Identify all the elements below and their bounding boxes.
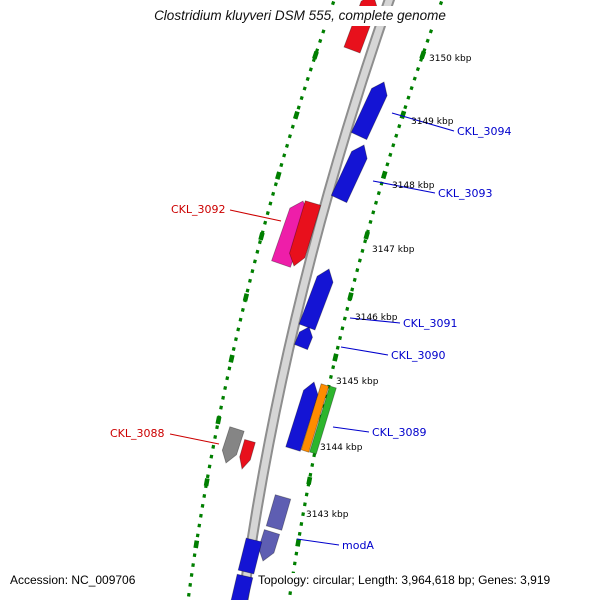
gene-label-CKL_3094[interactable]: CKL_3094 <box>457 125 512 138</box>
leader-line-CKL_3088 <box>169 433 220 445</box>
backbone-track <box>239 0 393 600</box>
leader-line-CKL_3089 <box>332 426 370 433</box>
gene-label-modA[interactable]: modA <box>342 539 374 552</box>
accession-text: Accession: NC_009706 <box>8 573 138 587</box>
gene-glyph-CKL_3089-blue[interactable] <box>285 381 319 452</box>
gene-glyph-blue-bottom-b[interactable] <box>230 573 254 600</box>
leader-line-CKL_3090 <box>340 346 389 356</box>
ruler-tick-label: 3145 kbp <box>336 377 379 387</box>
ruler-tick-label: 3144 kbp <box>320 443 363 453</box>
gene-glyph-blue-bottom-a[interactable] <box>237 537 263 575</box>
gene-label-CKL_3090[interactable]: CKL_3090 <box>391 349 446 362</box>
topology-text: Topology: circular; Length: 3,964,618 bp… <box>256 573 553 587</box>
leader-line-CKL_3092 <box>229 209 282 222</box>
gene-glyph-CKL_3094[interactable] <box>350 81 388 141</box>
gene-label-CKL_3091[interactable]: CKL_3091 <box>403 317 458 330</box>
leader-line-CKL_3091 <box>349 317 401 324</box>
ruler-arc-right <box>287 0 444 600</box>
gene-glyph-red-low[interactable] <box>239 439 256 470</box>
label-leader-lines <box>169 112 455 546</box>
ruler-tick-label: 3147 kbp <box>372 245 415 255</box>
gene-glyph-CKL_3093[interactable] <box>330 144 368 204</box>
ruler-tick-label: 3143 kbp <box>306 510 349 520</box>
gene-glyph-modA-b[interactable] <box>258 529 281 562</box>
ruler-tick-labels: 3150 kbp 3149 kbp 3148 kbp 3147 kbp 3146 kbp… <box>306 54 472 520</box>
leader-line-CKL_3094 <box>391 112 455 132</box>
gene-glyph-CKL_3088[interactable] <box>221 426 245 464</box>
ruler-tick-label: 3150 kbp <box>429 54 472 64</box>
ruler-tick-label: 3146 kbp <box>355 313 398 323</box>
leader-line-modA <box>296 538 340 546</box>
gene-glyph-modA-a[interactable] <box>265 494 292 531</box>
gene-label-CKL_3089[interactable]: CKL_3089 <box>372 426 427 439</box>
gene-glyph-CKL_3089-green[interactable] <box>309 385 337 455</box>
gene-glyph-CKL_3089-orange[interactable] <box>300 383 330 453</box>
ruler-arc-left <box>186 0 336 600</box>
gene-glyph-CKL_3091[interactable] <box>293 326 313 351</box>
gene-labels: CKL_3094 CKL_3093 CKL_3092 CKL_3091 CKL_3090… <box>110 125 512 552</box>
gene-label-CKL_3093[interactable]: CKL_3093 <box>438 187 493 200</box>
gene-glyph-CKL_3090[interactable] <box>298 268 334 331</box>
leader-line-CKL_3093 <box>372 180 436 194</box>
gene-glyphs <box>221 0 388 600</box>
ruler-tick-label: 3149 kbp <box>411 117 454 127</box>
gene-glyph-red-mid[interactable] <box>289 200 322 267</box>
page-title: Clostridium kluyveri DSM 555, complete g… <box>0 6 600 26</box>
gene-label-CKL_3092[interactable]: CKL_3092 <box>171 203 226 216</box>
ruler-tick-label: 3148 kbp <box>392 181 435 191</box>
gene-label-CKL_3088[interactable]: CKL_3088 <box>110 427 165 440</box>
